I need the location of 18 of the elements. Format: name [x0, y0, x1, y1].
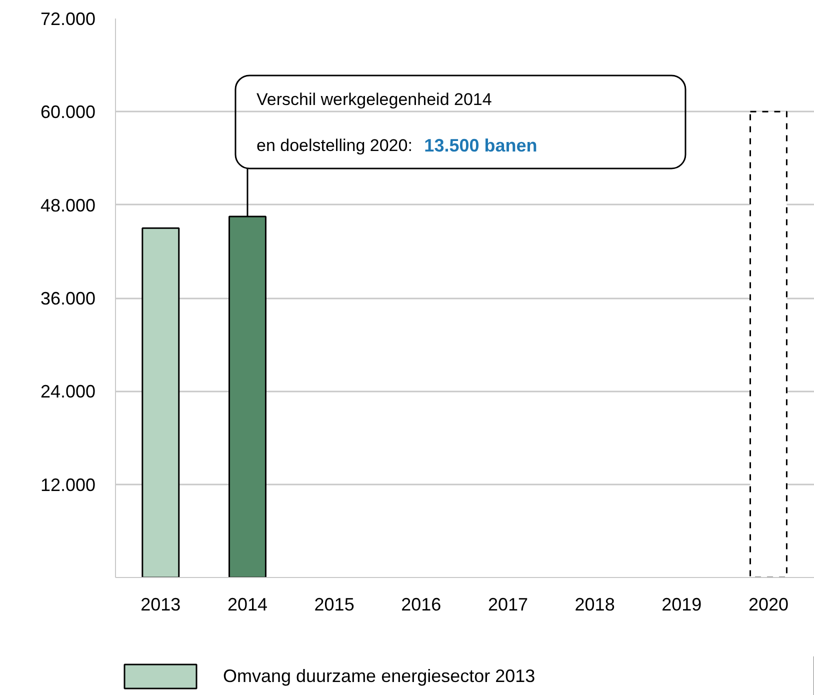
legend-label: Omvang duurzame energiesector 2013 — [223, 666, 536, 686]
y-tick-label: 60.000 — [40, 102, 96, 122]
x-tick-label: 2017 — [488, 594, 528, 614]
x-tick-label: 2018 — [574, 594, 615, 614]
y-tick-label: 36.000 — [40, 288, 96, 308]
y-tick-label: 72.000 — [40, 9, 96, 29]
x-tick-label: 2016 — [401, 594, 442, 614]
annotation: Verschil werkgelegenheid 2014 — [256, 90, 492, 109]
x-tick-label: 2020 — [748, 594, 789, 614]
x-tick-label: 2015 — [314, 594, 354, 614]
annotation: 13.500 banen — [424, 135, 538, 156]
y-tick-label: 48.000 — [40, 195, 96, 216]
annotation: en doelstelling 2020: — [256, 136, 412, 155]
x-tick-label: 2013 — [140, 594, 181, 614]
y-tick-label: 12.000 — [40, 474, 96, 495]
y-tick-label: 24.000 — [40, 382, 96, 402]
x-tick-label: 2014 — [227, 594, 268, 614]
x-tick-label: 2019 — [662, 594, 702, 614]
